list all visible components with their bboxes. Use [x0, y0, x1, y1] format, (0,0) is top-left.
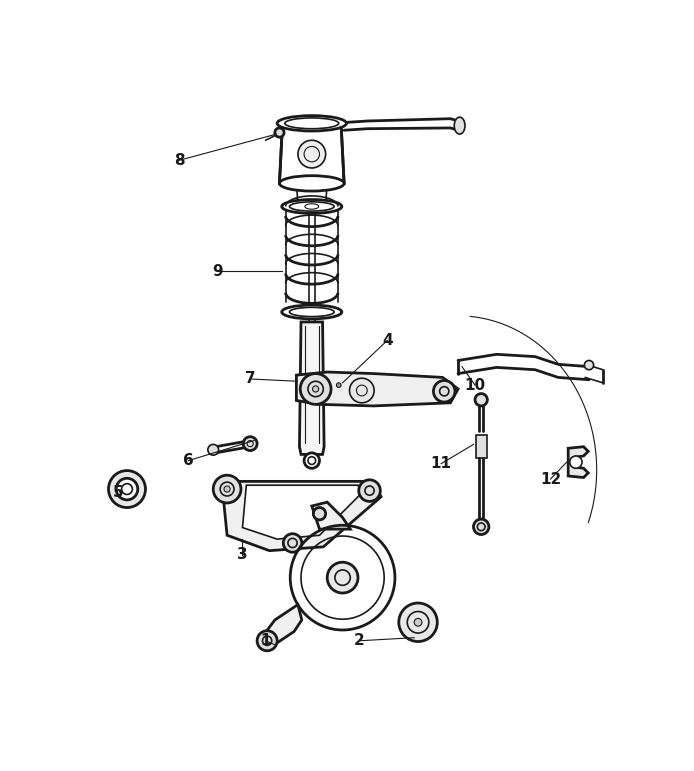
Polygon shape: [242, 485, 362, 539]
Circle shape: [313, 507, 325, 520]
Circle shape: [108, 470, 146, 507]
Polygon shape: [223, 481, 381, 550]
Circle shape: [434, 381, 455, 402]
Text: 2: 2: [354, 633, 365, 648]
Ellipse shape: [289, 308, 334, 317]
Ellipse shape: [289, 202, 334, 211]
Text: 1: 1: [260, 633, 271, 648]
Circle shape: [312, 386, 319, 392]
Circle shape: [584, 361, 593, 370]
Text: 7: 7: [245, 372, 255, 386]
Circle shape: [208, 444, 219, 455]
Circle shape: [213, 475, 241, 503]
Circle shape: [224, 486, 230, 492]
Text: 8: 8: [174, 153, 185, 168]
Circle shape: [298, 140, 325, 168]
Text: 6: 6: [183, 453, 194, 468]
Text: 5: 5: [112, 486, 123, 500]
Circle shape: [473, 519, 489, 534]
Circle shape: [414, 618, 422, 626]
Ellipse shape: [455, 117, 465, 134]
Ellipse shape: [298, 201, 325, 208]
Polygon shape: [263, 604, 302, 647]
Ellipse shape: [277, 116, 346, 131]
Ellipse shape: [282, 305, 342, 319]
Polygon shape: [296, 182, 327, 205]
Text: 4: 4: [382, 333, 393, 348]
Circle shape: [350, 379, 374, 402]
Circle shape: [327, 562, 358, 593]
Circle shape: [304, 453, 319, 468]
Circle shape: [244, 436, 257, 450]
Ellipse shape: [280, 176, 344, 191]
Text: 10: 10: [464, 378, 486, 392]
Polygon shape: [296, 372, 458, 406]
Circle shape: [257, 631, 277, 651]
Circle shape: [275, 128, 284, 137]
Circle shape: [399, 603, 437, 641]
Polygon shape: [312, 502, 350, 529]
Text: 11: 11: [431, 456, 452, 471]
Ellipse shape: [282, 200, 342, 214]
Circle shape: [283, 534, 302, 552]
Circle shape: [570, 456, 582, 468]
Polygon shape: [476, 435, 486, 458]
Circle shape: [301, 374, 331, 404]
Text: 3: 3: [237, 547, 248, 562]
Circle shape: [116, 478, 138, 500]
Text: 12: 12: [540, 472, 561, 487]
Circle shape: [337, 383, 341, 388]
Ellipse shape: [305, 204, 319, 209]
Text: 9: 9: [212, 264, 223, 278]
Polygon shape: [280, 123, 344, 183]
Ellipse shape: [285, 118, 339, 129]
Circle shape: [359, 480, 380, 501]
Circle shape: [475, 393, 487, 406]
Polygon shape: [568, 446, 589, 477]
Polygon shape: [300, 322, 324, 454]
